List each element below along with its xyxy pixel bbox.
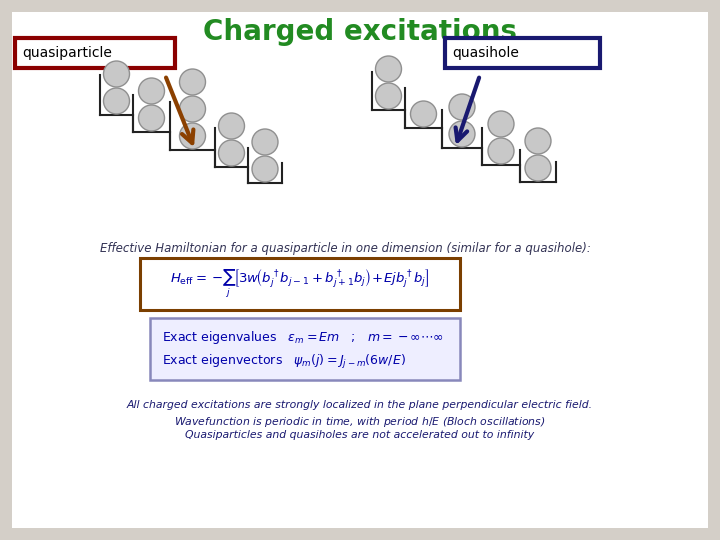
Circle shape — [179, 69, 205, 95]
Circle shape — [138, 78, 164, 104]
Text: Quasiparticles and quasiholes are not accelerated out to infinity: Quasiparticles and quasiholes are not ac… — [186, 430, 534, 440]
Circle shape — [449, 94, 475, 120]
Text: quasiparticle: quasiparticle — [22, 46, 112, 60]
Circle shape — [410, 101, 436, 127]
Circle shape — [104, 88, 130, 114]
Text: quasihole: quasihole — [452, 46, 519, 60]
Circle shape — [488, 111, 514, 137]
Circle shape — [218, 113, 245, 139]
Circle shape — [218, 140, 245, 166]
Text: Exact eigenvectors   $\psi_m(j) = J_{j-m}(6w/E)$: Exact eigenvectors $\psi_m(j) = J_{j-m}(… — [162, 353, 406, 371]
Bar — [140, 258, 460, 310]
Bar — [445, 38, 600, 68]
Circle shape — [252, 156, 278, 182]
Circle shape — [376, 56, 402, 82]
Circle shape — [138, 105, 164, 131]
Circle shape — [252, 129, 278, 155]
Circle shape — [525, 155, 551, 181]
Circle shape — [179, 123, 205, 149]
Circle shape — [488, 138, 514, 164]
Circle shape — [179, 96, 205, 122]
Text: Exact eigenvalues   $\varepsilon_m = Em$   ;   $m = -\infty\cdots\infty$: Exact eigenvalues $\varepsilon_m = Em$ ;… — [162, 329, 444, 347]
Bar — [15, 38, 175, 68]
Text: $H_{\mathrm{eff}} = -\!\sum_j\!\left[3w\!\left(b_j^\dagger b_{j-1} + b_{j+1}^\da: $H_{\mathrm{eff}} = -\!\sum_j\!\left[3w\… — [170, 268, 430, 300]
Circle shape — [104, 61, 130, 87]
Text: Wavefunction is periodic in time, with period $h/E$ (Bloch oscillations): Wavefunction is periodic in time, with p… — [174, 415, 546, 429]
Bar — [150, 318, 460, 380]
Text: All charged excitations are strongly localized in the plane perpendicular electr: All charged excitations are strongly loc… — [127, 400, 593, 410]
Text: Charged excitations: Charged excitations — [203, 18, 517, 46]
Circle shape — [376, 83, 402, 109]
Circle shape — [449, 121, 475, 147]
Circle shape — [525, 128, 551, 154]
Text: Effective Hamiltonian for a quasiparticle in one dimension (similar for a quasih: Effective Hamiltonian for a quasiparticl… — [100, 242, 591, 255]
